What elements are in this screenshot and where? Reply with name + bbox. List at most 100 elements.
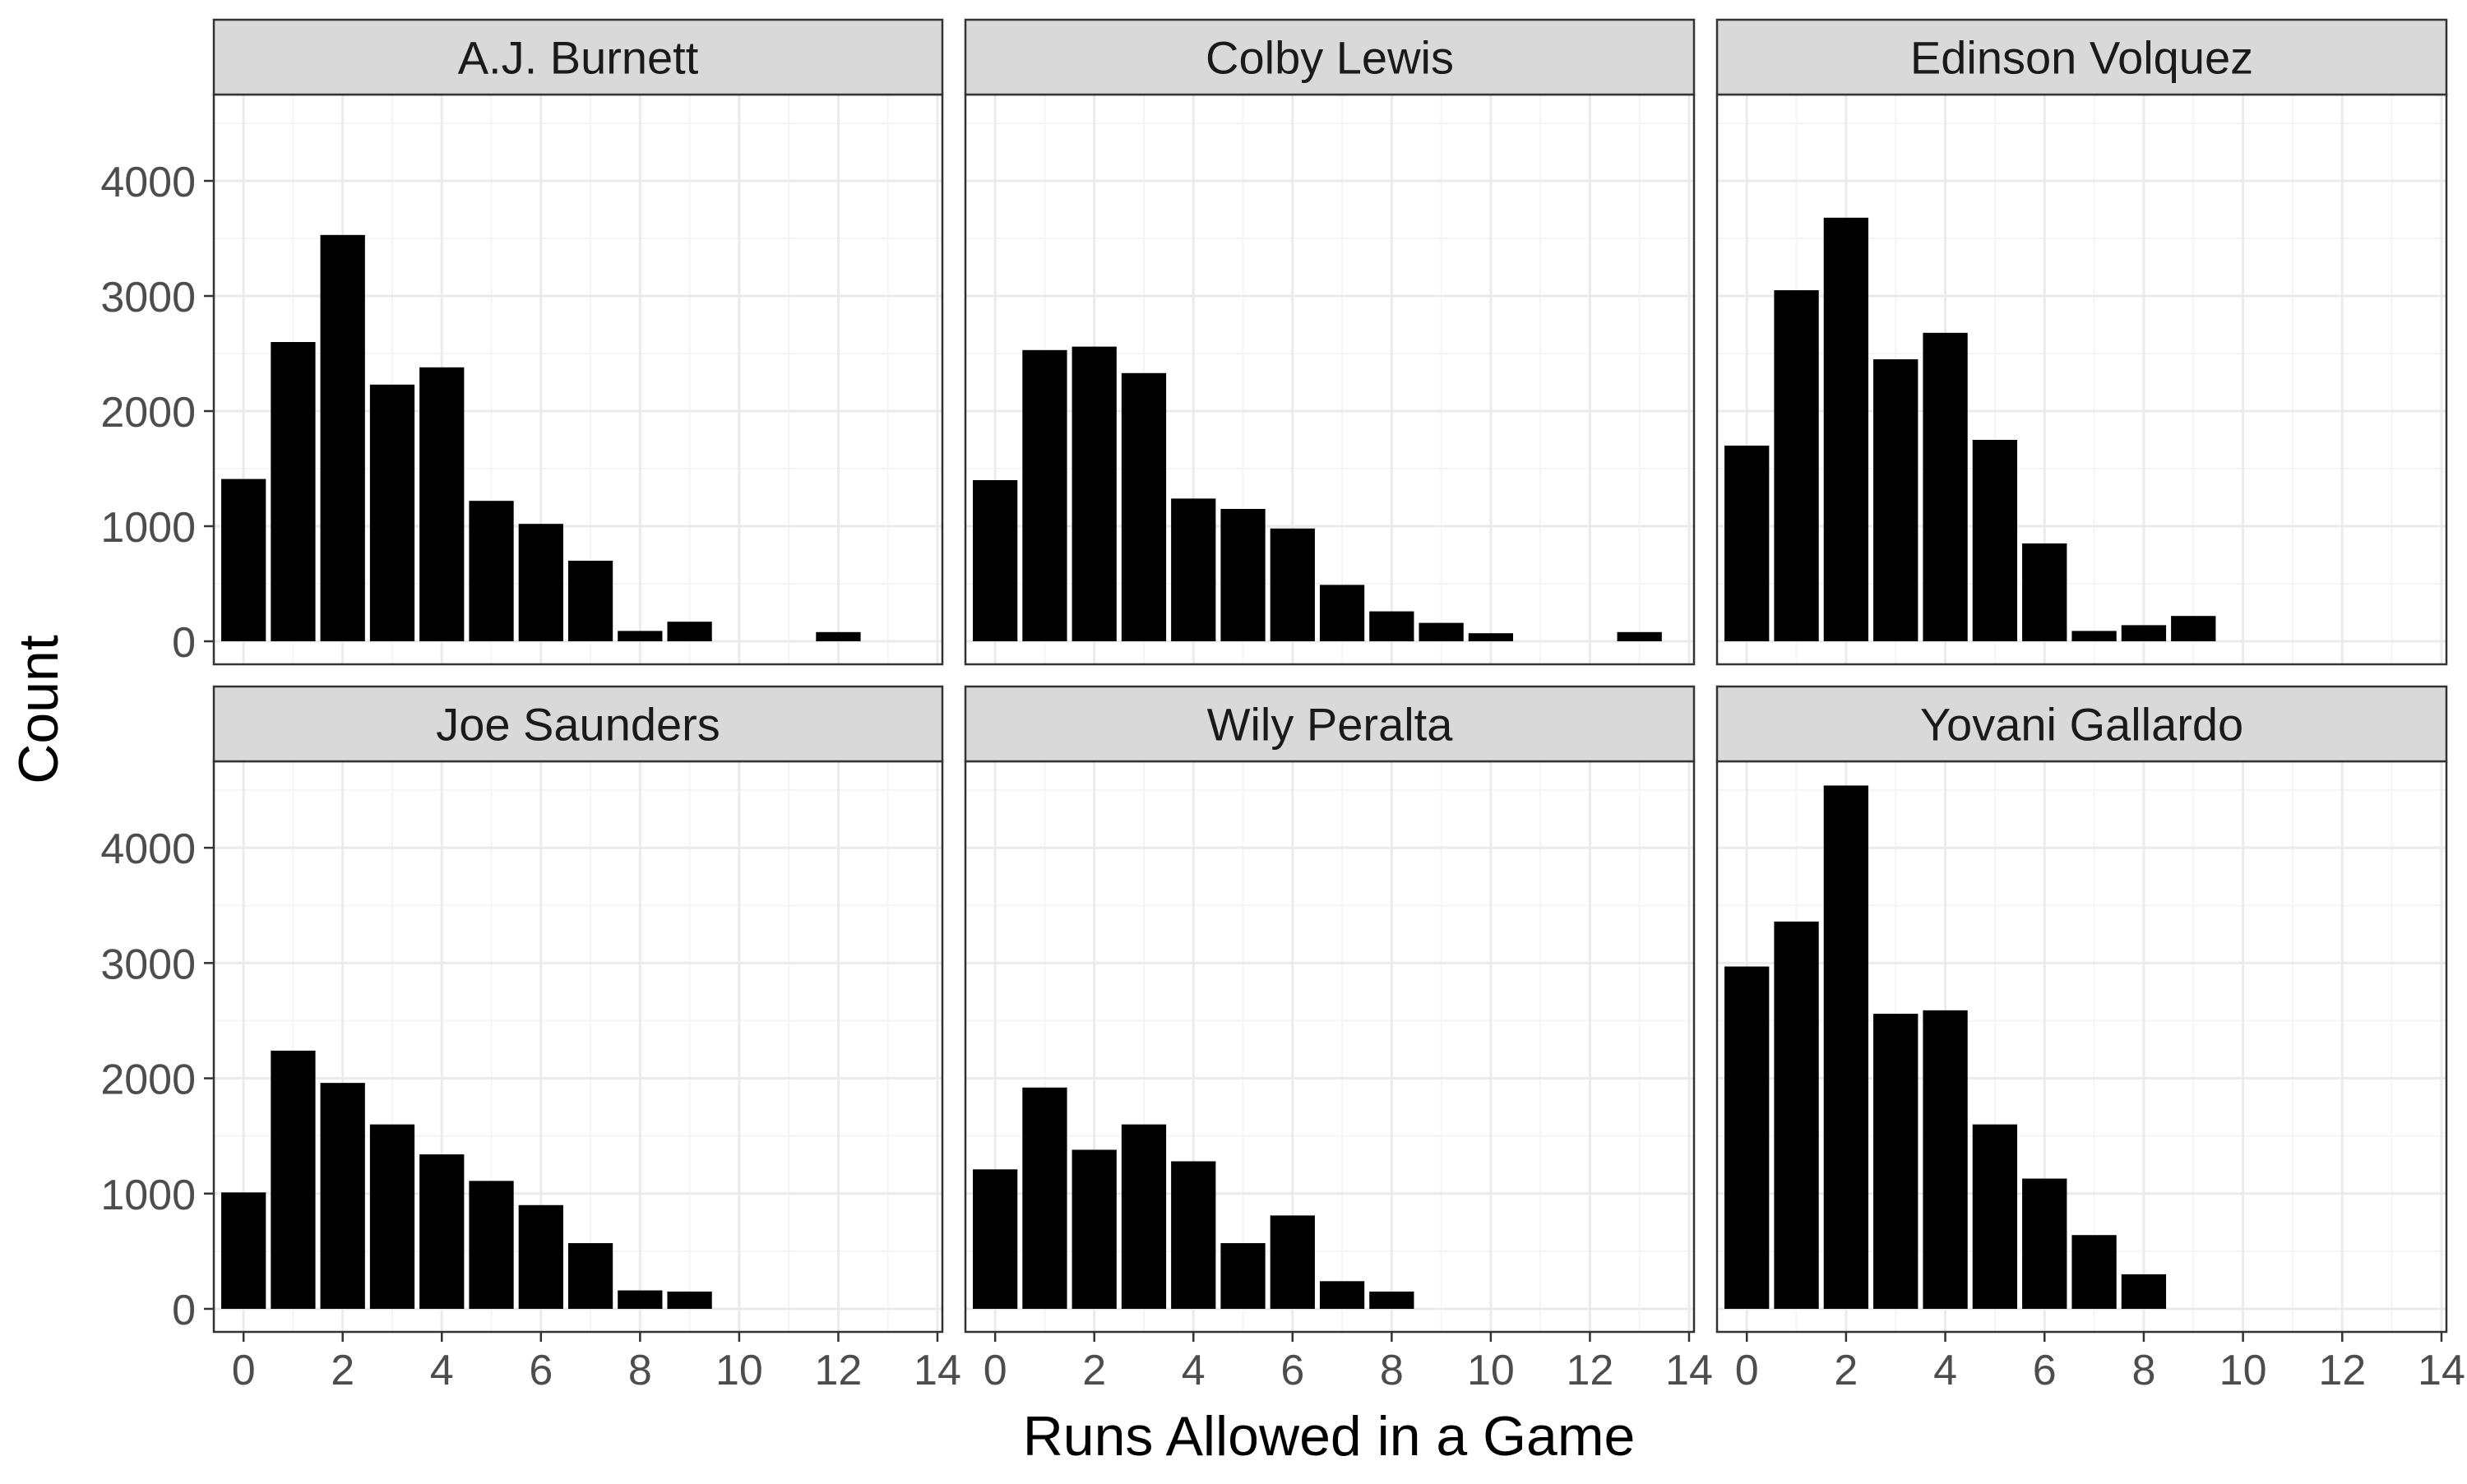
x-tick-label: 2 [1082, 1347, 1106, 1394]
y-axis-title: Count [7, 635, 70, 784]
facet-strip [1715, 18, 2448, 96]
facet-strip-title: Wily Peralta [1207, 699, 1454, 751]
histogram-bar [2071, 1235, 2117, 1309]
x-tick-label: 6 [1280, 1347, 1304, 1394]
histogram-bar [1171, 1161, 1216, 1309]
histogram-bar [1923, 1010, 1968, 1309]
y-tick-label: 2000 [100, 389, 196, 437]
y-tick-label: 4000 [100, 159, 196, 206]
histogram-bar [2022, 1178, 2067, 1309]
x-tick-label: 4 [1182, 1347, 1206, 1394]
histogram-bar [369, 384, 415, 641]
x-tick-label: 14 [914, 1347, 961, 1394]
x-tick-label: 8 [1380, 1347, 1404, 1394]
histogram-bar [567, 561, 613, 641]
histogram-bar [973, 1169, 1018, 1309]
x-axis-title: Runs Allowed in a Game [1023, 1405, 1636, 1468]
x-tick-label: 6 [2033, 1347, 2057, 1394]
y-tick-label: 3000 [100, 941, 196, 988]
x-tick-label: 2 [1834, 1347, 1858, 1394]
histogram-bar [1369, 611, 1414, 641]
y-tick-label: 3000 [100, 274, 196, 321]
histogram-bar [1022, 349, 1067, 641]
histogram-bar [816, 631, 861, 641]
histogram-bar [618, 631, 663, 641]
x-tick-label: 8 [628, 1347, 652, 1394]
facet-strip-title: A.J. Burnett [458, 32, 699, 84]
facet-strip [964, 18, 1696, 96]
x-tick-label: 4 [1933, 1347, 1957, 1394]
histogram-bar [2121, 1274, 2167, 1309]
histogram-bar [320, 234, 365, 641]
facet-panel: Edinson Volquez [1715, 18, 2448, 666]
y-tick-label: 2000 [100, 1056, 196, 1104]
histogram-bar [1923, 332, 1968, 641]
facet-strip [1715, 685, 2448, 763]
facet-panel: Colby Lewis [964, 18, 1696, 666]
histogram-bar [1972, 440, 2018, 641]
histogram-bar [369, 1124, 415, 1309]
histogram-bar [1171, 498, 1216, 641]
histogram-bar [469, 501, 514, 641]
x-tick-label: 2 [331, 1347, 354, 1394]
histogram-bar [518, 1204, 563, 1309]
facet-panel: Wily Peralta 0 2 4 6 8 10 12 14 [964, 685, 1713, 1394]
histogram-bar [1823, 785, 1869, 1309]
histogram-bar [1220, 509, 1266, 641]
x-tick-label: 14 [2418, 1347, 2465, 1394]
histogram-bar [667, 622, 712, 641]
histogram-bar [973, 480, 1018, 641]
histogram-bar [2171, 616, 2216, 641]
y-tick-label: 1000 [100, 504, 196, 552]
x-tick-label: 0 [984, 1347, 1007, 1394]
facet-strip [212, 18, 944, 96]
facet-strip-title: Edinson Volquez [1910, 32, 2253, 84]
x-tick-label: 10 [715, 1347, 763, 1394]
x-tick-label: 0 [232, 1347, 256, 1394]
histogram-bar [2022, 543, 2067, 641]
histogram-bar [1270, 528, 1315, 641]
histogram-bar [2121, 625, 2167, 641]
x-tick-label: 6 [529, 1347, 553, 1394]
histogram-bar [1774, 290, 1819, 641]
histogram-bar [518, 524, 563, 641]
histogram-bar [2071, 631, 2117, 641]
x-tick-label: 12 [2318, 1347, 2366, 1394]
y-tick-label: 1000 [100, 1172, 196, 1219]
histogram-bar [419, 367, 465, 641]
x-tick-label: 12 [1567, 1347, 1614, 1394]
y-tick-label: 4000 [100, 825, 196, 873]
histogram-bar [271, 342, 316, 641]
x-tick-label: 10 [1467, 1347, 1515, 1394]
histogram-bar [1072, 346, 1117, 641]
histogram-bar [469, 1181, 514, 1309]
y-tick-label: 0 [172, 619, 196, 667]
histogram-bar [1319, 585, 1365, 641]
facet-strip-title: Colby Lewis [1206, 32, 1454, 84]
histogram-bar [1072, 1149, 1117, 1309]
histogram-bar [1823, 217, 1869, 641]
histogram-bar [320, 1083, 365, 1309]
facet-panel: A.J. Burnett 0 1000 2000 3000 4000 [100, 18, 944, 667]
facet-strip-title: Joe Saunders [436, 699, 720, 751]
facet-strip-title: Yovani Gallardo [1920, 699, 2243, 751]
histogram-bar [1873, 359, 1919, 641]
x-tick-label: 8 [2131, 1347, 2155, 1394]
facet-strip [212, 685, 944, 763]
histogram-bar [1220, 1243, 1266, 1309]
histogram-bar [1319, 1281, 1365, 1309]
x-tick-label: 10 [2219, 1347, 2267, 1394]
histogram-bar [1419, 622, 1464, 641]
histogram-bar [1022, 1087, 1067, 1309]
histogram-bar [221, 1192, 266, 1309]
histogram-bar [1270, 1215, 1315, 1309]
histogram-bar [271, 1050, 316, 1309]
histogram-bar [1873, 1014, 1919, 1309]
x-tick-label: 4 [430, 1347, 454, 1394]
histogram-bar [1369, 1291, 1414, 1309]
histogram-bar [221, 478, 266, 641]
y-tick-label: 0 [172, 1287, 196, 1334]
histogram-bar [667, 1291, 712, 1309]
x-tick-label: 0 [1735, 1347, 1759, 1394]
